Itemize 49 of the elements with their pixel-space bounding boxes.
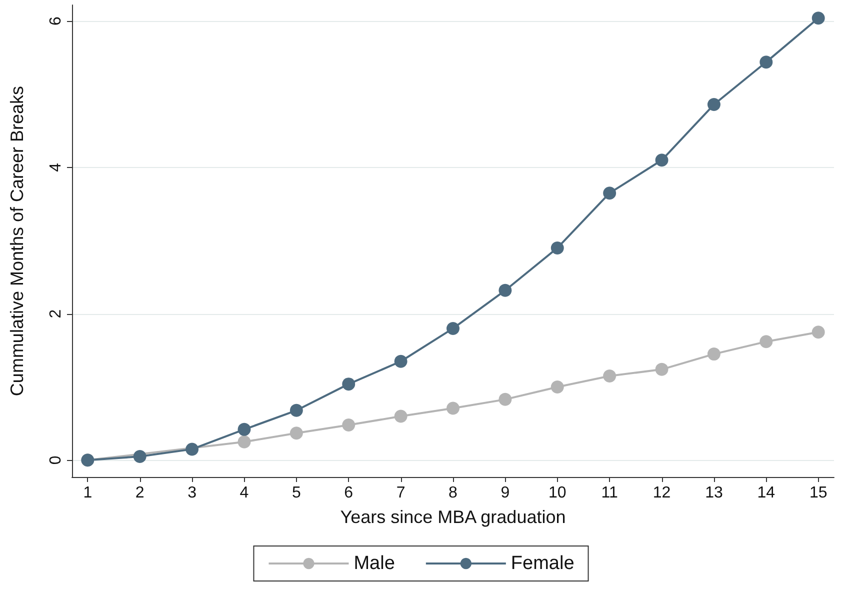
- x-axis-title: Years since MBA graduation: [340, 507, 566, 527]
- y-tick-label: 4: [48, 162, 64, 172]
- legend-label: Male: [354, 553, 395, 574]
- x-tick-label: 6: [344, 484, 354, 502]
- point: [342, 418, 356, 432]
- point: [446, 322, 460, 335]
- point: [655, 154, 668, 167]
- point: [812, 12, 825, 25]
- point: [655, 362, 668, 376]
- x-tick-label: 7: [396, 484, 406, 502]
- point: [342, 378, 356, 391]
- y-tick-label: 0: [48, 456, 64, 465]
- y-tick-label: 2: [48, 309, 64, 318]
- point: [186, 442, 199, 456]
- y-tick-label: 6: [48, 16, 64, 26]
- point: [760, 56, 773, 69]
- legend-label: Female: [510, 553, 574, 574]
- x-tick-label: 8: [448, 484, 458, 502]
- x-tick-label: 3: [188, 484, 197, 502]
- x-tick-label: 13: [705, 484, 723, 502]
- point: [707, 98, 720, 112]
- x-tick-label: 11: [601, 484, 618, 502]
- point: [760, 335, 773, 348]
- point: [812, 326, 825, 339]
- point: [603, 186, 616, 200]
- x-tick-label: 2: [135, 484, 144, 502]
- point: [498, 284, 512, 297]
- point: [446, 402, 460, 415]
- x-tick-label: 5: [292, 484, 301, 502]
- y-axis-title: Cummulative Months of Career Breaks: [7, 86, 27, 396]
- point: [394, 410, 408, 423]
- point: [603, 370, 616, 383]
- point: [238, 435, 251, 448]
- x-tick-label: 1: [83, 484, 92, 502]
- x-tick-label: 10: [548, 484, 566, 502]
- point: [133, 450, 146, 464]
- x-tick-label: 9: [500, 484, 510, 502]
- point: [290, 404, 303, 417]
- point: [707, 348, 720, 361]
- x-tick-label: 15: [809, 484, 828, 502]
- x-tick-label: 4: [240, 484, 249, 502]
- x-tick-label: 14: [757, 484, 776, 502]
- point: [238, 422, 251, 436]
- point: [550, 380, 564, 394]
- point: [290, 426, 303, 440]
- point: [498, 392, 512, 406]
- point: [394, 354, 408, 368]
- point: [550, 241, 564, 254]
- x-tick-label: 12: [652, 484, 671, 502]
